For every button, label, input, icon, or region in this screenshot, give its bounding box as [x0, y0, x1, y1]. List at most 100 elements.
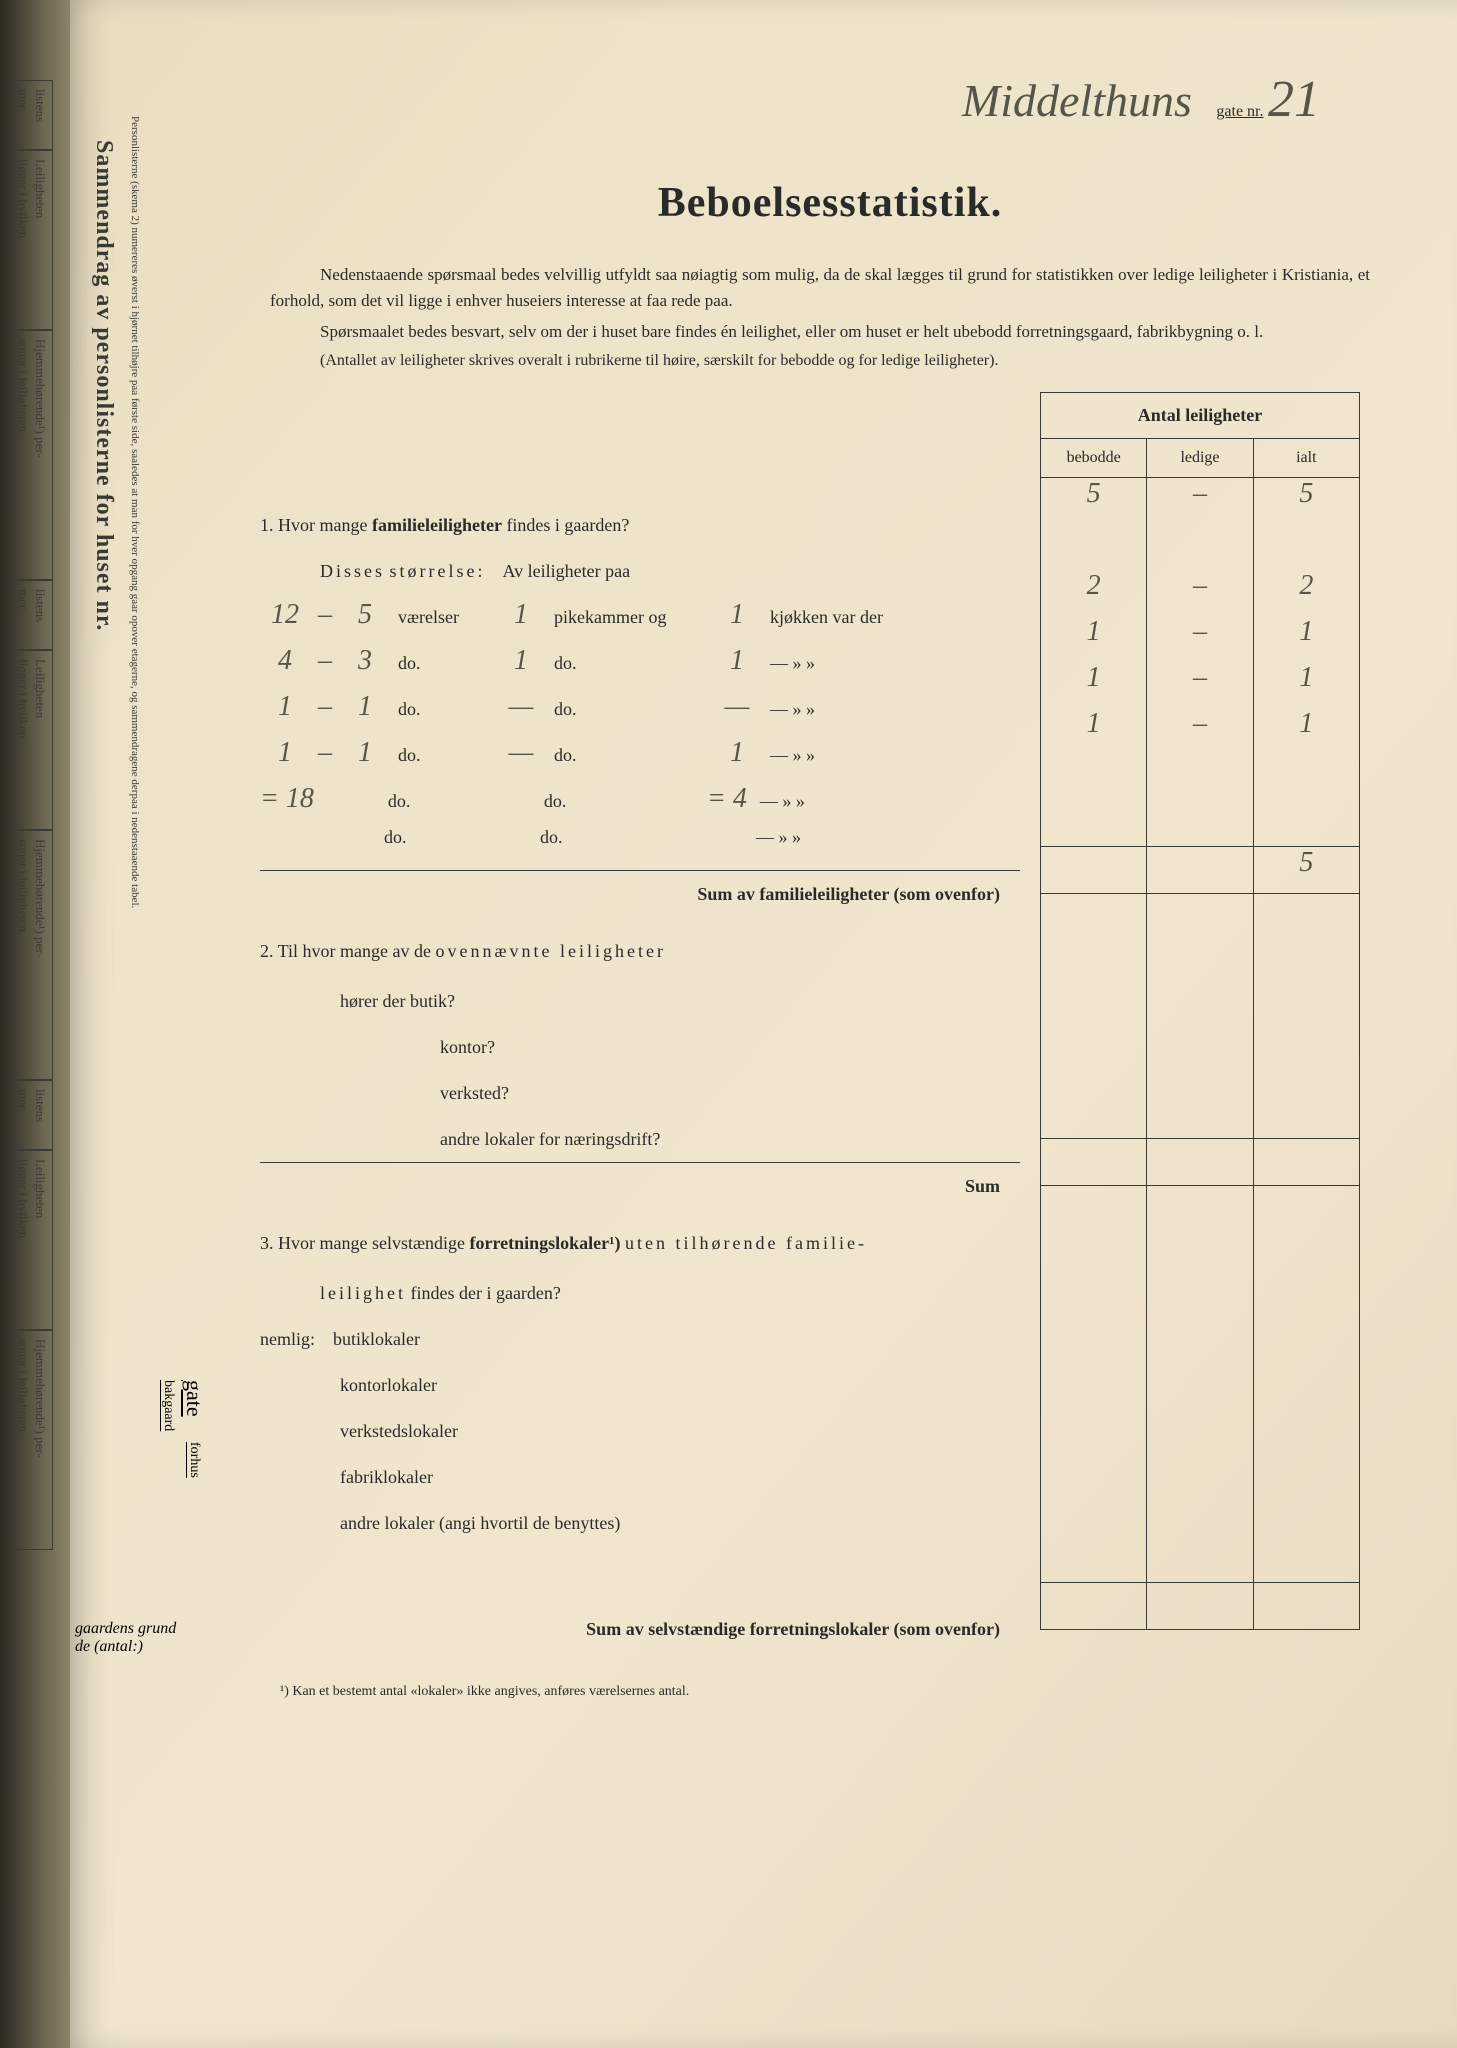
q3-fabrik: fabriklokaler [260, 1454, 1020, 1500]
cell-value: 1 [1299, 662, 1313, 693]
table-row [1041, 954, 1359, 1000]
q2-label: 2. Til hvor mange av de [260, 941, 431, 961]
table-row: 5 – 5 [1041, 478, 1359, 524]
table-sum-row: 5 [1041, 846, 1359, 894]
q2-kontor: kontor? [260, 1024, 1020, 1070]
table-row [1041, 1338, 1359, 1384]
size-d: 1 [712, 732, 762, 775]
size-c [482, 842, 532, 843]
q3-sum: Sum av selvstændige forretningslokaler (… [260, 1606, 1020, 1654]
table-row: 1 – 1 [1041, 662, 1359, 708]
size-word3: — » » [770, 650, 815, 677]
q3-line1: 3. Hvor mange selvstændige forretningslo… [260, 1210, 1020, 1270]
cell-value: 1 [1299, 708, 1313, 739]
size-c: — [496, 686, 546, 729]
margin-leil-3: Leiligheten ligger i hvilken [10, 1150, 53, 1330]
cell-value: 5 [1299, 478, 1313, 509]
q1-disses: Disses [320, 561, 385, 581]
instructions-p2: Spørsmaalet bedes besvart, selv om der i… [270, 319, 1370, 345]
table-row [1041, 1186, 1359, 1246]
size-word3: — » » [760, 788, 805, 815]
margin-bakgaard: bakgaard [161, 1380, 176, 1431]
gate-number-handwritten: 21 [1268, 71, 1320, 128]
size-dash: – [318, 640, 332, 682]
size-b [330, 806, 380, 807]
margin-summary-title: Sammendrag av personlisterne for huset n… [80, 110, 127, 661]
margin-grund-note: gaardens grund de (antal:) [75, 1620, 176, 1656]
margin-listens-2: listens mer. [10, 580, 53, 650]
size-row: 1 – 1do.—do.—— » » [260, 686, 1020, 732]
q2-butik: hører der butik? [260, 978, 1020, 1024]
margin-gate-word: gate [182, 1380, 207, 1417]
size-a: 1 [260, 732, 310, 775]
size-row: 12 – 5værelser1pikekammer og1kjøkken var… [260, 594, 1020, 640]
margin-gate-block: gate forhus bakgaard [155, 1380, 207, 1478]
size-a: 4 [260, 640, 310, 683]
instructions-p3: (Antallet av leiligheter skrives overalt… [270, 349, 1370, 374]
main-content: Middelthuns gate nr. 21 Beboelsesstatist… [260, 70, 1400, 1700]
table-row [1041, 1476, 1359, 1522]
q3-kontor: kontorlokaler [260, 1362, 1020, 1408]
size-d: 1 [712, 640, 762, 683]
size-b: 5 [340, 594, 390, 637]
size-c: — [496, 732, 546, 775]
margin-hjem-2: Hjemmehørende¹) per- soner i leiligheten… [10, 830, 53, 1080]
size-word2: do. [554, 650, 704, 677]
table-row [1041, 1246, 1359, 1292]
q1-av: Av leiligheter paa [503, 561, 631, 581]
size-c: 1 [496, 640, 546, 683]
table-row [1041, 1522, 1359, 1582]
street-name-handwritten: Middelthuns [962, 75, 1192, 126]
cell-value: – [1193, 708, 1207, 739]
size-d: = 4 [702, 778, 752, 821]
size-b: 3 [340, 640, 390, 683]
margin-listens-3: listens mer. [10, 1080, 53, 1150]
size-row: = 18do.do.= 4— » » [260, 778, 1020, 824]
size-a: 1 [260, 686, 310, 729]
q3-line2: leilighet findes der i gaarden? [260, 1270, 1020, 1316]
table-header-top: Antal leiligheter [1041, 393, 1359, 439]
table-col-ledige: ledige [1147, 439, 1253, 478]
size-dash: – [318, 594, 332, 636]
margin-hjem-3: Hjemmehørende¹) per- soner i leiligheten… [10, 1330, 53, 1550]
margin-forhus: forhus [187, 1442, 202, 1478]
questions-column: 1. Hvor mange familieleiligheter findes … [260, 392, 1020, 1654]
table-col-ialt: ialt [1254, 439, 1359, 478]
cell-value: – [1193, 478, 1207, 509]
margin-listens-1: listens mer. [10, 80, 53, 150]
grund-l1: gaardens grund [75, 1620, 176, 1638]
cell-value: – [1193, 662, 1207, 693]
page-title: Beboelsesstatistik. [260, 179, 1400, 227]
q2-line1: 2. Til hvor mange av de ovennævnte leili… [260, 918, 1020, 978]
q2-andre: andre lokaler for næringsdrift? [260, 1116, 1020, 1162]
size-a: = 18 [260, 778, 314, 821]
q3-nemlig-row: nemlig: butiklokaler [260, 1316, 1020, 1362]
size-a [260, 842, 310, 843]
q1-tail: findes i gaarden? [506, 515, 629, 535]
margin-hjem-1: Hjemmehørende¹) per- soner i leiligheten… [10, 330, 53, 580]
size-b: 1 [340, 686, 390, 729]
size-word2: do. [544, 788, 694, 815]
size-dash: – [318, 686, 332, 728]
gate-nr-label: gate nr. [1216, 103, 1263, 120]
size-word2: do. [554, 742, 704, 769]
q3-findes: findes der i gaarden? [410, 1283, 560, 1303]
table-row [1041, 1384, 1359, 1430]
count-table: Antal leiligheter bebodde ledige ialt 5 … [1040, 392, 1360, 1630]
margin-leil-1: Leiligheten ligger i hvilken [10, 150, 53, 330]
instructions-p1: Nedenstaaende spørsmaal bedes velvillig … [270, 262, 1370, 315]
cell-value: 2 [1299, 570, 1313, 601]
size-word2: pikekammer og [554, 604, 704, 631]
size-row: 1 – 1do.—do.1— » » [260, 732, 1020, 778]
cell-value: – [1193, 616, 1207, 647]
margin-leil-2: Leiligheten ligger i hvilken [10, 650, 53, 830]
size-dash: – [318, 732, 332, 774]
q3-bold: forretningslokaler¹) [469, 1233, 620, 1253]
size-a: 12 [260, 594, 310, 637]
table-row: 2 – 2 [1041, 570, 1359, 616]
table-sum-row [1041, 1582, 1359, 1630]
street-header: Middelthuns gate nr. 21 [260, 70, 1400, 129]
size-d: — [712, 686, 762, 729]
size-b: 1 [340, 732, 390, 775]
cell-value: – [1193, 570, 1207, 601]
